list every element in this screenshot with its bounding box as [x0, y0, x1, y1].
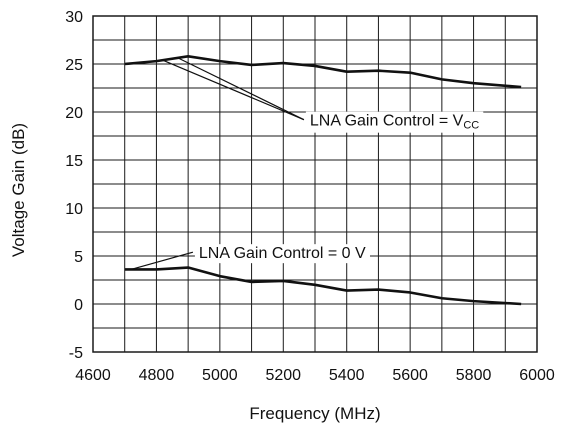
annotation-0v: LNA Gain Control = 0 V: [194, 244, 370, 264]
annotation-text: LNA Gain Control = V: [310, 113, 464, 130]
annotation-background: [305, 111, 484, 133]
annotation-vcc: LNA Gain Control = VCC: [305, 111, 484, 133]
y-tick-label: -5: [69, 345, 83, 362]
annotation-text: LNA Gain Control = 0 V: [199, 245, 366, 262]
x-tick-label: 5200: [265, 367, 301, 384]
x-tick-label: 5800: [456, 367, 492, 384]
y-axis-label: Voltage Gain (dB): [9, 123, 28, 257]
plot-border: [92, 15, 538, 353]
series-line-vcc: [124, 55, 522, 89]
annotation-background: [194, 244, 370, 264]
series-line-0v: [124, 266, 522, 306]
y-tick-label: 0: [74, 297, 83, 314]
y-tick-label: 10: [65, 201, 83, 218]
series-group: [124, 55, 522, 306]
y-tick-label: 20: [65, 105, 83, 122]
x-axis-label: Frequency (MHz): [249, 404, 380, 423]
x-tick-label: 4600: [75, 367, 111, 384]
annotation-leader-line: [162, 59, 305, 121]
annotation-label: LNA Gain Control = VCC: [310, 113, 479, 132]
annotation-leader-line: [178, 57, 305, 121]
x-tick-label: 4800: [139, 367, 175, 384]
x-tick-label: 5600: [392, 367, 428, 384]
x-tick-label: 5000: [202, 367, 238, 384]
y-tick-label: 15: [65, 153, 83, 170]
y-tick-label: 5: [74, 249, 83, 266]
annotation-subscript: CC: [463, 120, 479, 132]
y-tick-labels: -5 0 5 10 15 20 25 30: [65, 9, 83, 362]
annotation-label: LNA Gain Control = 0 V: [199, 245, 366, 262]
x-tick-labels: 4600 4800 5000 5200 5400 5600 5800 6000: [75, 367, 555, 384]
y-tick-label: 30: [65, 9, 83, 26]
annotation-leader-line: [130, 251, 194, 271]
x-tick-label: 6000: [519, 367, 555, 384]
x-tick-label: 5400: [329, 367, 365, 384]
y-tick-label: 25: [65, 57, 83, 74]
plot-frame: [92, 15, 538, 353]
